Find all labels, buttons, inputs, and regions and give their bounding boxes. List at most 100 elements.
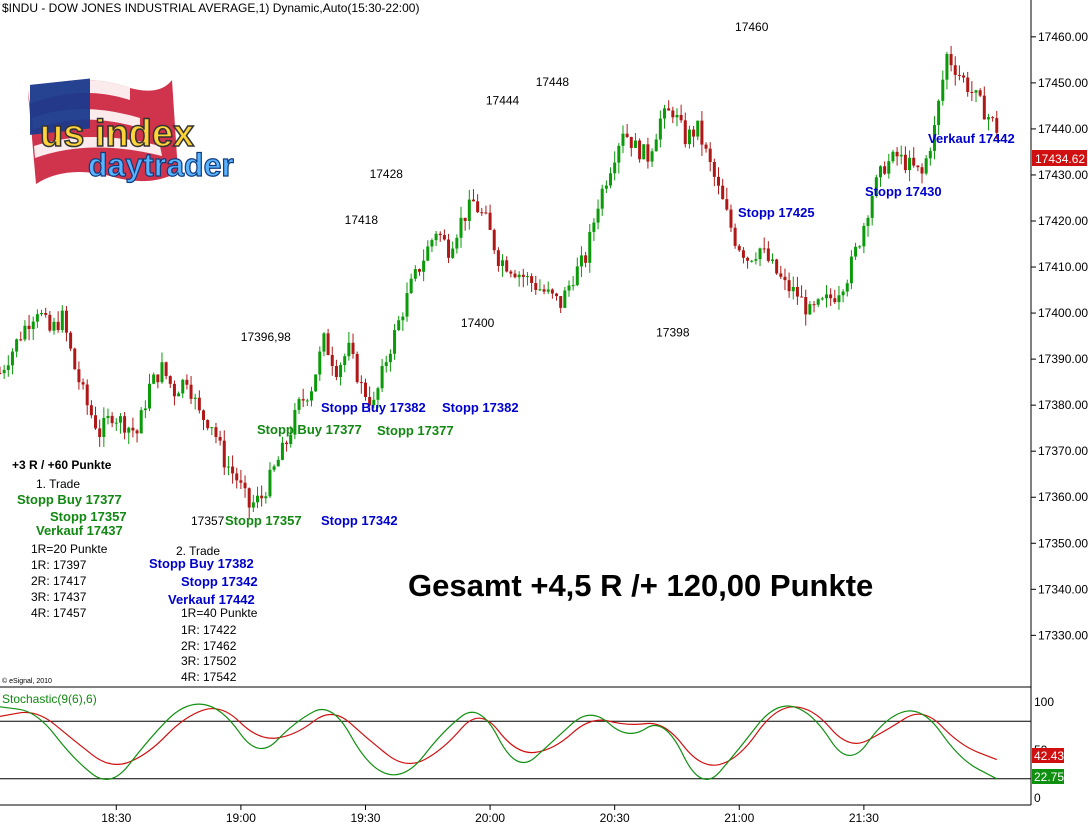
candle-body — [44, 312, 48, 315]
candle-body — [555, 293, 559, 297]
candle-body — [563, 290, 567, 308]
candle-body — [106, 415, 110, 419]
candle-body — [783, 276, 787, 281]
price-labels: 17357 17396,98 17418 17428 17400 17444 17448 17… — [191, 20, 769, 528]
candle-body — [359, 382, 363, 384]
candle-body — [775, 259, 779, 274]
logo-text-us-index: us index — [40, 113, 194, 155]
candle-body — [309, 391, 313, 401]
candle-body — [717, 176, 721, 186]
candle-body — [567, 285, 571, 291]
candle-body — [131, 427, 135, 431]
candle-body — [729, 209, 733, 228]
candle-body — [525, 276, 529, 278]
candle-body — [202, 410, 206, 421]
candle-body — [949, 54, 953, 66]
candle-body — [978, 90, 982, 96]
candle-body — [314, 374, 318, 392]
candle-body — [455, 237, 459, 249]
candle-body — [692, 129, 696, 137]
candle-body — [546, 289, 550, 292]
candle-body — [222, 440, 226, 468]
candle-body — [887, 161, 891, 174]
candle-body — [160, 362, 164, 383]
candle-body — [471, 199, 475, 202]
last-price-box — [1032, 150, 1087, 166]
candle-body — [289, 434, 293, 445]
candle-body — [509, 271, 513, 274]
candle-body — [156, 374, 160, 383]
candle-body — [609, 173, 613, 186]
trade2-stopp-buy: Stopp Buy 17382 — [149, 556, 254, 571]
candle-body — [172, 383, 176, 397]
candle-body — [974, 90, 978, 93]
trade2-stopp: Stopp 17342 — [181, 574, 258, 589]
stochastic-tick-label: 100 — [1034, 695, 1054, 709]
candle-body — [824, 294, 828, 299]
candle-body — [912, 157, 916, 166]
candle-body — [430, 240, 434, 247]
candle-body — [704, 144, 708, 149]
candle-body — [746, 257, 750, 261]
candle-body — [422, 260, 426, 272]
time-tick-label: 20:30 — [600, 811, 630, 825]
candle-body — [488, 212, 492, 230]
candle-body — [521, 274, 525, 277]
price-point-label: 17400 — [461, 316, 495, 330]
price-tick-label: 17440.00 — [1038, 122, 1088, 136]
time-tick-label: 21:30 — [849, 811, 879, 825]
candle-body — [2, 369, 6, 374]
candle-body — [35, 314, 39, 322]
candle-body — [210, 427, 214, 429]
trade1-stopp: Stopp 17357 — [50, 509, 127, 524]
candle-body — [280, 442, 284, 460]
candle-body — [658, 118, 662, 140]
candle-body — [683, 120, 687, 145]
candle-body — [621, 133, 625, 146]
candle-body — [629, 136, 633, 148]
time-tick-label: 20:00 — [475, 811, 505, 825]
candle-body — [89, 405, 93, 416]
candle-body — [380, 365, 384, 389]
stochastic-title: Stochastic(9(6),6) — [2, 692, 97, 706]
candle-body — [363, 382, 367, 398]
price-tick-label: 17360.00 — [1038, 490, 1088, 504]
last-price-label: 17434.62 — [1035, 152, 1085, 166]
candle-body — [52, 321, 56, 331]
candle-body — [833, 298, 837, 303]
candle-body — [351, 342, 355, 354]
candle-body — [305, 400, 309, 402]
us-index-daytrader-logo: us index daytrader — [28, 78, 234, 184]
candle-body — [600, 188, 604, 209]
candle-body — [841, 291, 845, 296]
price-tick-label: 17390.00 — [1038, 352, 1088, 366]
candle-body — [530, 276, 534, 284]
price-point-label: 17396,98 — [241, 330, 291, 344]
candle-body — [426, 246, 430, 261]
price-point-label: 17448 — [536, 75, 570, 89]
candle-body — [779, 273, 783, 277]
price-tick-label: 17350.00 — [1038, 536, 1088, 550]
candle-body — [754, 259, 758, 261]
candle-body — [451, 248, 455, 258]
candle-body — [712, 161, 716, 177]
candle-body — [480, 212, 484, 214]
candle-body — [27, 325, 31, 330]
candle-body — [376, 388, 380, 400]
candle-body — [633, 140, 637, 148]
candle-body — [953, 65, 957, 75]
esignal-watermark: © eSignal, 2010 — [2, 677, 52, 685]
candle-body — [584, 255, 588, 263]
time-tick-label: 21:00 — [724, 811, 754, 825]
candle-body — [264, 496, 268, 499]
candle-body — [372, 399, 376, 406]
candle-body — [941, 79, 945, 101]
candle-body — [135, 430, 139, 434]
candle-body — [339, 365, 343, 377]
candle-body — [513, 273, 517, 278]
candle-body — [442, 235, 446, 240]
trade2-title: 2. Trade — [176, 544, 220, 558]
candle-body — [721, 185, 725, 200]
candle-body — [60, 310, 64, 331]
